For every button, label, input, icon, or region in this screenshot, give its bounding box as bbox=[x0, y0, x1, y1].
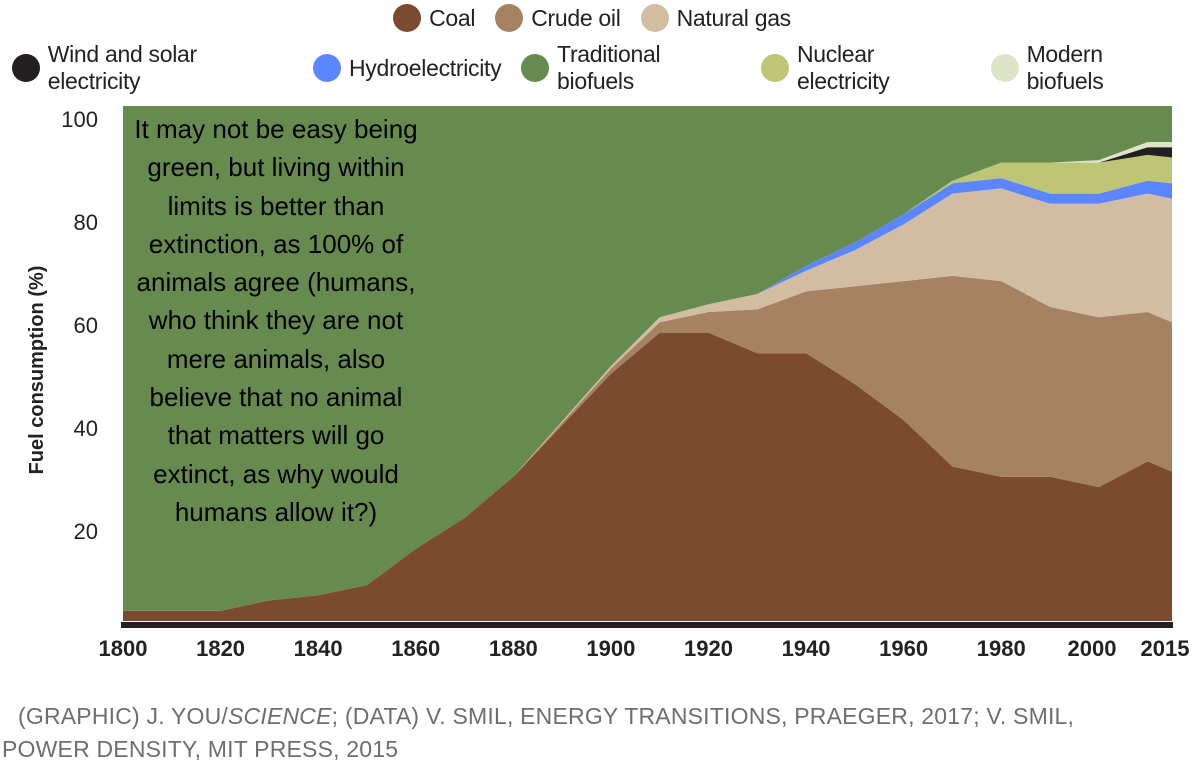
x-axis-line bbox=[121, 622, 1173, 628]
x-tick-label: 1860 bbox=[391, 636, 440, 661]
legend-item-modern-biofuels: Modern biofuels bbox=[990, 41, 1184, 95]
legend-item-nuclear: Nuclear electricity bbox=[761, 41, 971, 95]
caption-graphic-credit: (GRAPHIC) J. YOU/ bbox=[18, 703, 228, 729]
x-tick-label: 1980 bbox=[977, 636, 1026, 661]
legend-label-traditional-biofuels: Traditional biofuels bbox=[557, 41, 661, 94]
x-tick-label: 2000 bbox=[1068, 636, 1117, 661]
legend-swatch-wind-solar bbox=[12, 54, 40, 82]
legend-row-1: Coal Crude oil Natural gas bbox=[0, 2, 1204, 34]
x-tick-label: 1880 bbox=[489, 636, 538, 661]
legend-row-2: Wind and solar electricity Hydroelectric… bbox=[0, 41, 1204, 94]
y-tick-label: 80 bbox=[74, 210, 98, 235]
x-tick-label: 1820 bbox=[196, 636, 245, 661]
legend-swatch-natural-gas bbox=[640, 4, 669, 32]
area-crude-oil bbox=[123, 275, 1172, 611]
caption-line-2: POWER DENSITY, MIT PRESS, 2015 bbox=[2, 736, 399, 762]
legend-label-wind-solar: Wind and solar electricity bbox=[47, 41, 198, 94]
legend-item-crude-oil: Crude oil bbox=[495, 4, 621, 32]
legend-item-natural-gas: Natural gas bbox=[640, 4, 792, 32]
source-caption: (GRAPHIC) J. YOU/SCIENCE; (DATA) V. SMIL… bbox=[0, 700, 1204, 766]
legend-label-natural-gas: Natural gas bbox=[676, 4, 792, 31]
legend-swatch-coal bbox=[393, 4, 422, 32]
legend-item-wind-solar: Wind and solar electricity bbox=[12, 41, 293, 95]
x-tick-label: 1800 bbox=[99, 636, 148, 661]
y-axis-label: Fuel consumption (%) bbox=[26, 266, 48, 475]
area-natural-gas bbox=[123, 188, 1172, 611]
legend-swatch-nuclear bbox=[761, 54, 789, 82]
legend-swatch-modern-biofuels bbox=[990, 54, 1019, 82]
legend-item-traditional-biofuels: Traditional biofuels bbox=[521, 41, 741, 95]
area-layers bbox=[123, 106, 1172, 621]
x-tick-label: 1840 bbox=[294, 636, 343, 661]
x-tick-label: 2015 bbox=[1141, 636, 1190, 661]
legend-swatch-hydro bbox=[312, 54, 341, 82]
y-tick-label: 60 bbox=[74, 313, 98, 338]
y-tick-label: 40 bbox=[74, 416, 98, 441]
legend-label-modern-biofuels: Modern biofuels bbox=[1026, 41, 1104, 94]
caption-line-1: (GRAPHIC) J. YOU/SCIENCE; (DATA) V. SMIL… bbox=[0, 700, 1204, 733]
area-traditional-biofuels bbox=[123, 106, 1172, 611]
legend-label-crude-oil: Crude oil bbox=[531, 4, 621, 31]
x-tick-label: 1900 bbox=[586, 636, 635, 661]
x-tick-label: 1920 bbox=[684, 636, 733, 661]
chart-annotation: It may not be easy being green, but livi… bbox=[134, 114, 418, 527]
legend-swatch-crude-oil bbox=[495, 4, 524, 32]
y-tick-labels: 20 40 60 80 100 bbox=[61, 107, 98, 544]
y-tick-label: 20 bbox=[74, 519, 98, 544]
caption-data-credit: ; (DATA) V. SMIL, ENERGY TRANSITIONS, PR… bbox=[331, 703, 1075, 729]
x-tick-labels: 1800 1820 1840 1860 1880 1900 1920 1940 1960 1980… bbox=[99, 636, 1190, 661]
x-tick-label: 1940 bbox=[782, 636, 831, 661]
legend-item-hydro: Hydroelectricity bbox=[312, 54, 502, 82]
legend-label-coal: Coal bbox=[429, 4, 476, 31]
legend-item-coal: Coal bbox=[393, 4, 476, 32]
legend-label-nuclear: Nuclear electricity bbox=[796, 41, 890, 94]
legend-swatch-traditional-biofuels bbox=[521, 54, 550, 82]
caption-publication: SCIENCE bbox=[228, 703, 332, 729]
legend-label-hydro: Hydroelectricity bbox=[348, 54, 502, 81]
y-tick-label: 100 bbox=[61, 107, 98, 132]
x-tick-label: 1960 bbox=[879, 636, 928, 661]
area-coal bbox=[123, 332, 1172, 621]
